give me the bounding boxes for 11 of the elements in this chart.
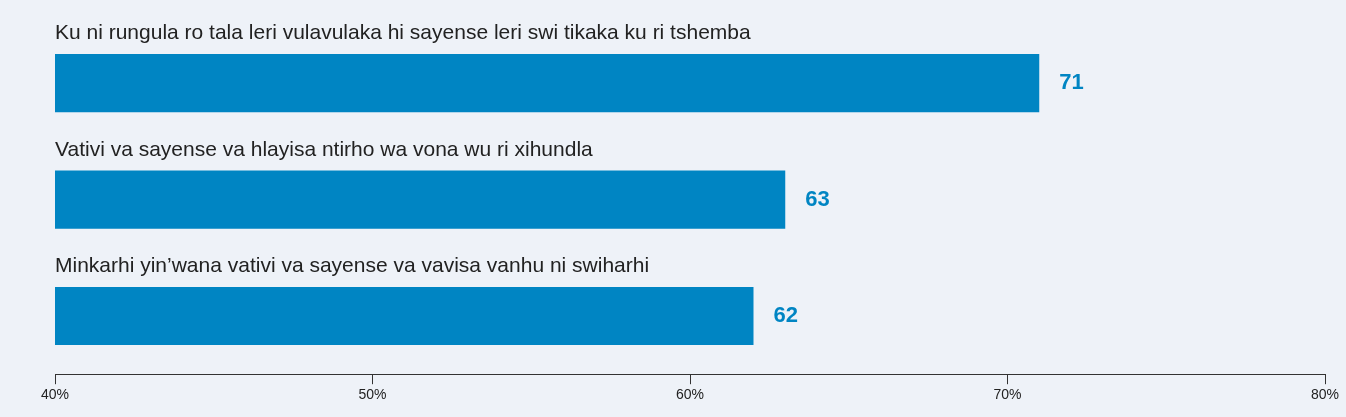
x-tick-label: 60% [675, 386, 705, 403]
x-tick-label: 70% [993, 386, 1022, 403]
y-tick-label: Minkarhi yin’wana vativi va sayense va vavisa vanhu ni swiharhi [55, 253, 650, 277]
data-label: 62 [773, 302, 798, 328]
x-tick-label: 80% [1310, 386, 1340, 403]
data-label: 63 [805, 185, 830, 211]
y-tick-label: Vativi va sayense va hlayisa ntirho wa vona wu ri xihundla [55, 136, 594, 160]
x-tick-label: 50% [358, 386, 387, 403]
y-tick-label: Ku ni rungula ro tala leri vulavulaka hi sayense leri swi tikaka ku ri tshemba [55, 20, 751, 44]
data-label: 71 [1059, 69, 1084, 95]
x-tick-label: 40% [40, 386, 70, 403]
